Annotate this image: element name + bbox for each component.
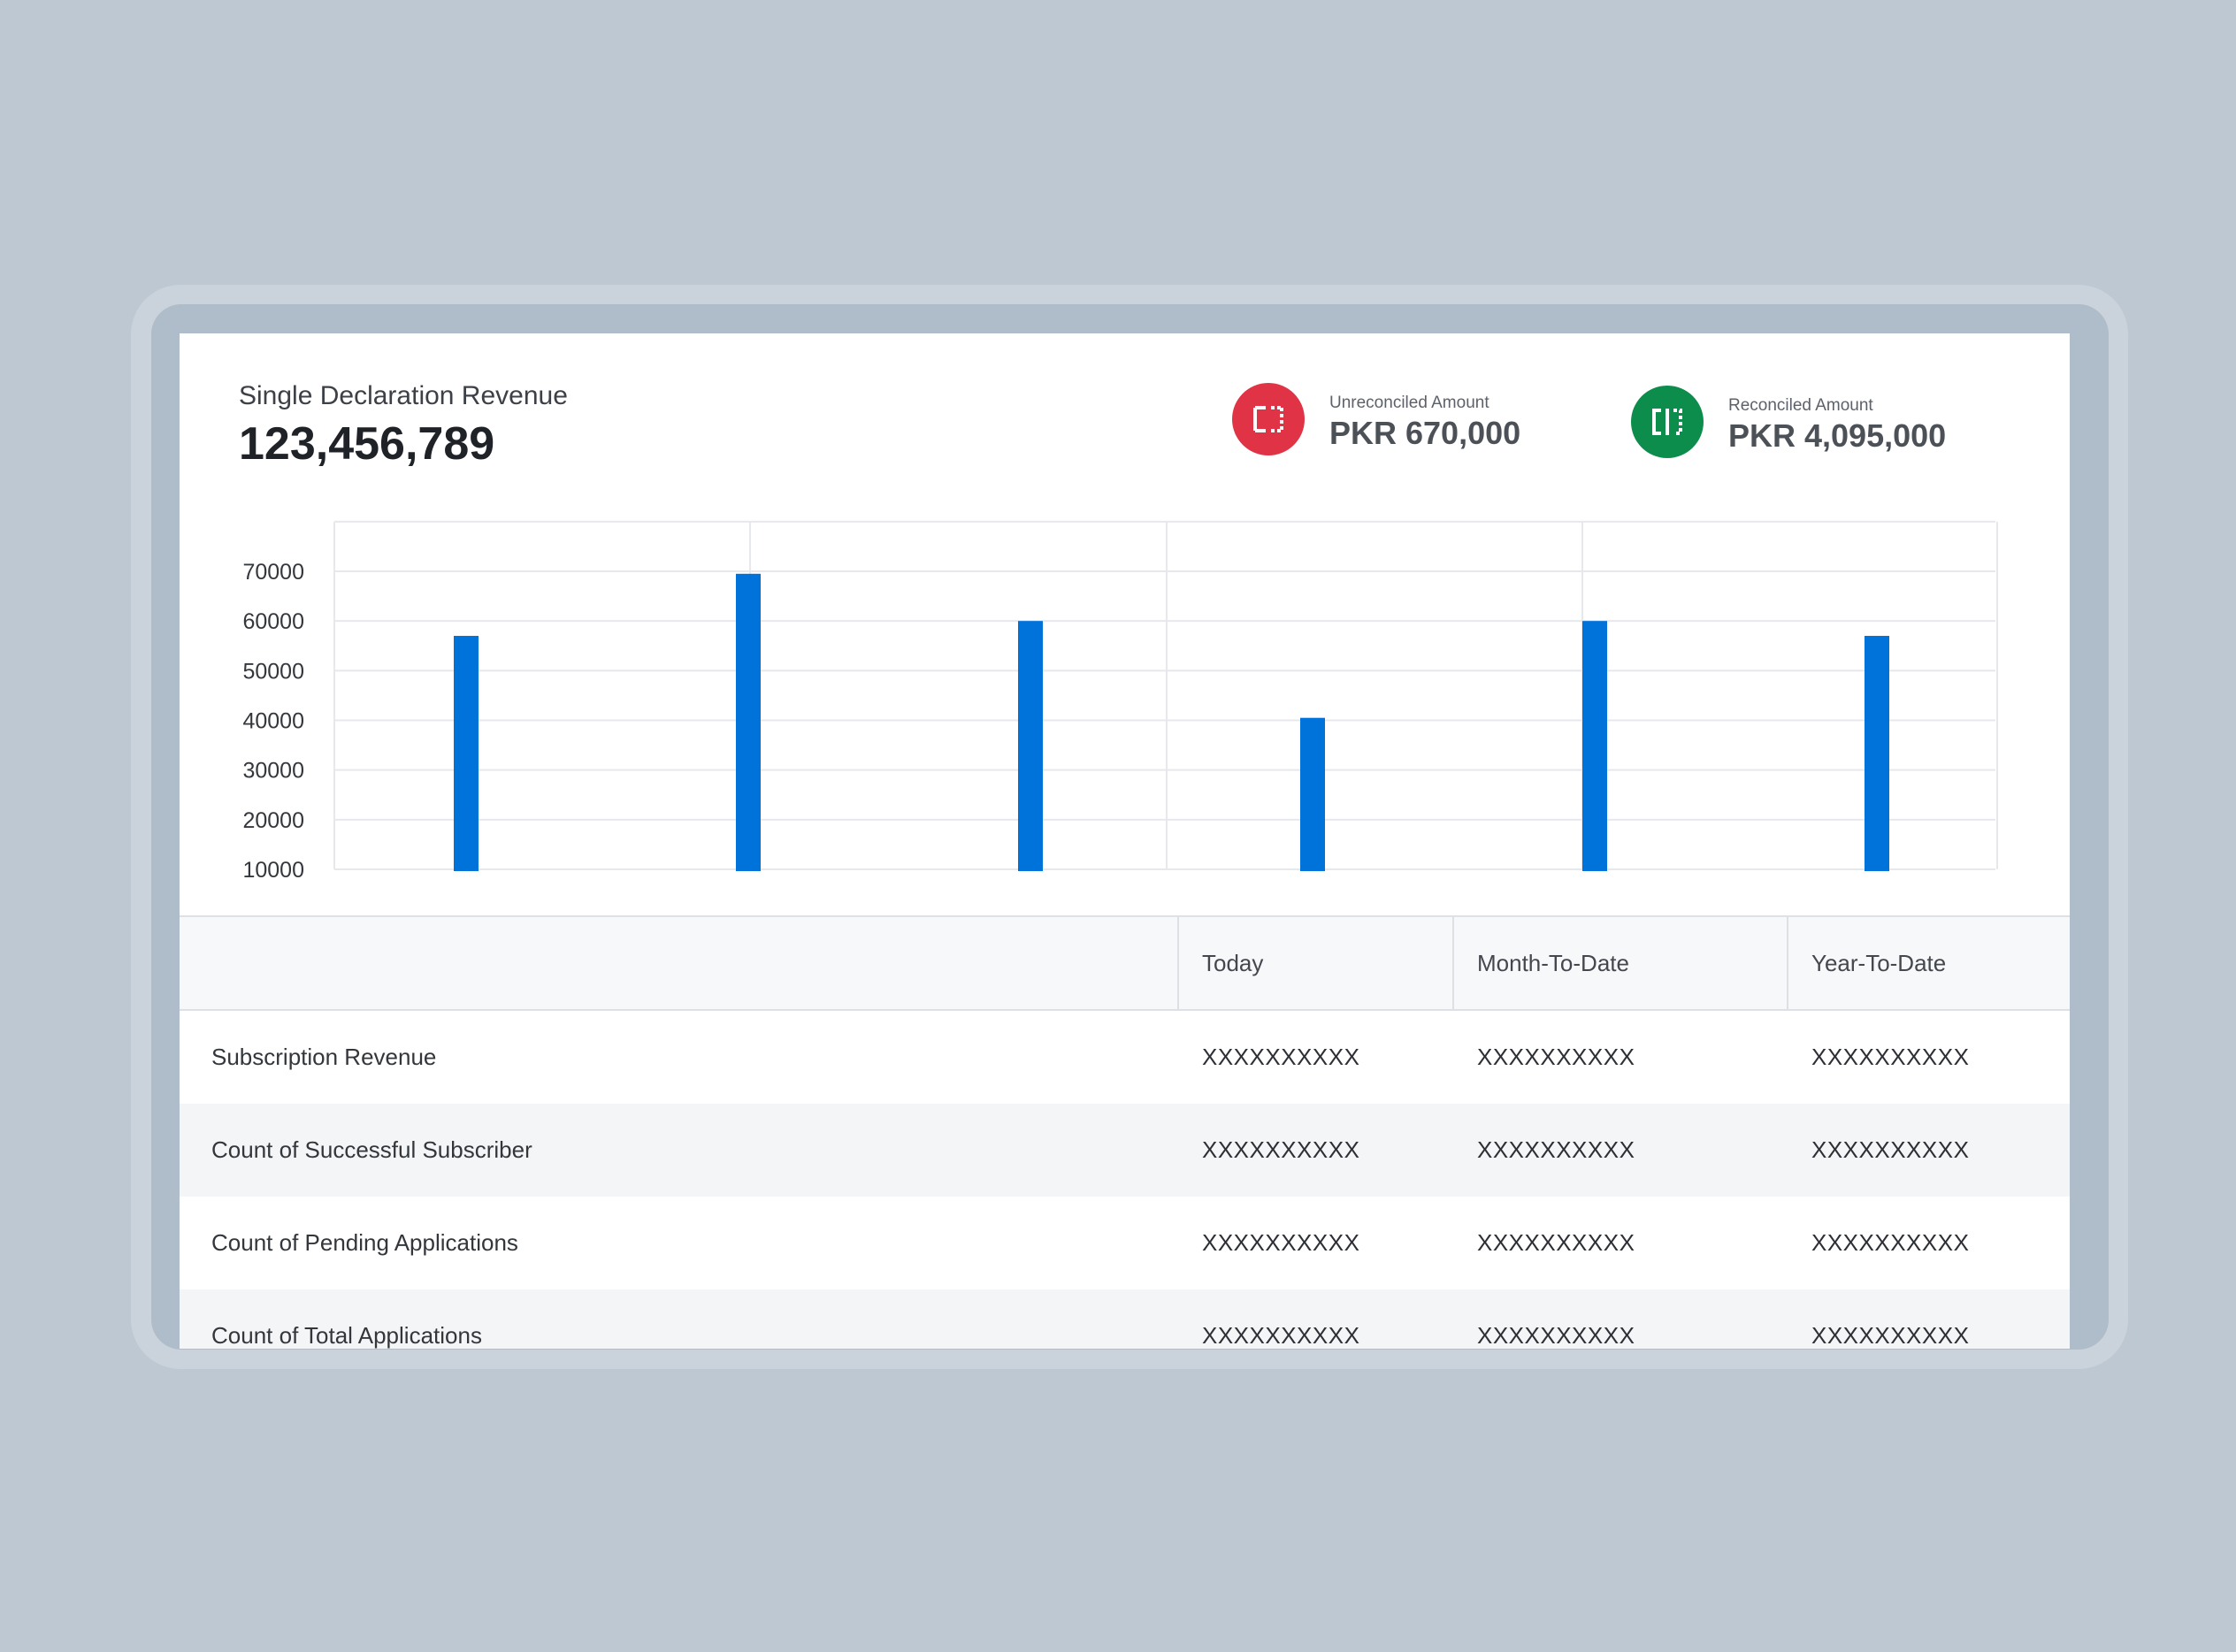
split-frame-icon [1232,383,1305,455]
row-label: Subscription Revenue [211,1044,437,1070]
cell-today: XXXXXXXXXX [1202,1322,1360,1349]
summary-value: 123,456,789 [239,418,495,470]
cell-month-to-date: XXXXXXXXXX [1477,1322,1635,1349]
kpi-label: Reconciled Amount [1728,396,1873,415]
cell-year-to-date: XXXXXXXXXX [1811,1229,1970,1256]
chart-bar [1582,621,1607,871]
cell-year-to-date: XXXXXXXXXX [1811,1322,1970,1349]
cell-year-to-date: XXXXXXXXXX [1811,1044,1970,1070]
cell-month-to-date: XXXXXXXXXX [1477,1044,1635,1070]
row-label: Count of Pending Applications [211,1229,518,1256]
table-row: Subscription Revenue XXXXXXXXXX XXXXXXXX… [180,1011,2070,1104]
kpi-value: PKR 670,000 [1329,415,1521,451]
y-tick-label: 20000 [242,808,304,833]
cell-year-to-date: XXXXXXXXXX [1811,1136,1970,1163]
chart-bar [736,573,761,871]
cell-month-to-date: XXXXXXXXXX [1477,1136,1635,1163]
kpi-value: PKR 4,095,000 [1728,417,1947,454]
kpi-label: Unreconciled Amount [1329,394,1489,412]
cell-today: XXXXXXXXXX [1202,1229,1360,1256]
header-today: Today [1177,917,1452,1009]
summary-title: Single Declaration Revenue [239,381,568,410]
row-label: Count of Total Applications [211,1322,482,1349]
y-tick-label: 50000 [242,659,304,684]
y-tick-label: 30000 [242,759,304,784]
header-month-to-date: Month-To-Date [1452,917,1787,1009]
merged-frame-icon [1631,386,1704,458]
y-tick-label: 40000 [242,709,304,734]
y-tick-label: 60000 [242,609,304,634]
chart-bar [454,636,479,871]
chart-bar [1865,636,1889,871]
table-row: Count of Pending Applications XXXXXXXXXX… [180,1197,2070,1289]
chart-bar [1018,621,1043,871]
header-year-to-date: Year-To-Date [1787,917,2070,1009]
header-empty [180,917,1177,1009]
revenue-dashboard-card: Single Declaration Revenue 123,456,789 U… [180,333,2070,1349]
revenue-bar-chart: 70000 60000 50000 40000 30000 20000 10000 [242,520,1998,882]
cell-today: XXXXXXXXXX [1202,1044,1360,1070]
table-row: Count of Successful Subscriber XXXXXXXXX… [180,1104,2070,1197]
revenue-table: Today Month-To-Date Year-To-Date Subscri… [180,915,2070,1349]
y-tick-label: 70000 [242,560,304,585]
table-header: Today Month-To-Date Year-To-Date [180,915,2070,1011]
table-row: Count of Total Applications XXXXXXXXXX X… [180,1289,2070,1349]
y-tick-label: 10000 [242,858,304,882]
row-label: Count of Successful Subscriber [211,1136,532,1163]
cell-month-to-date: XXXXXXXXXX [1477,1229,1635,1256]
cell-today: XXXXXXXXXX [1202,1136,1360,1163]
chart-bar [1300,717,1325,871]
